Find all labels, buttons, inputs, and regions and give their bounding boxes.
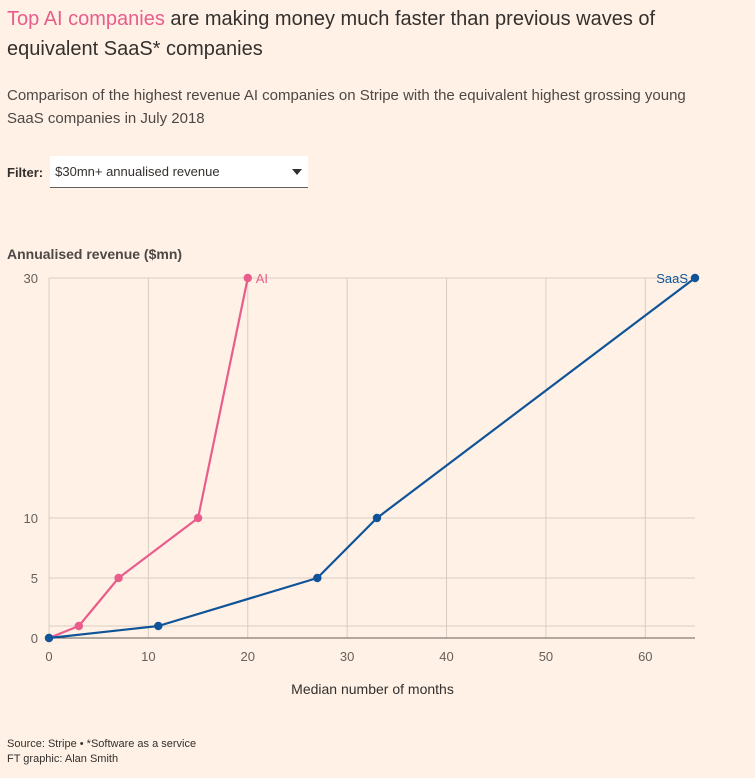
saas-data-point <box>44 633 54 643</box>
y-axis-title: Annualised revenue ($mn) <box>7 246 183 262</box>
headline-accent: Top AI companies <box>7 8 165 30</box>
ai-data-point <box>74 621 84 631</box>
ai-data-point <box>114 573 123 583</box>
chevron-down-icon[interactable] <box>292 168 303 175</box>
x-tick-label: 60 <box>638 649 652 664</box>
x-tick-label: 10 <box>141 649 155 664</box>
x-tick-label: 20 <box>241 649 255 664</box>
x-axis-title: Median number of months <box>291 681 454 697</box>
filter-selected-value: $30mn+ annualised revenue <box>55 164 220 179</box>
saas-data-point <box>154 621 163 631</box>
x-tick-label: 40 <box>439 649 453 664</box>
x-tick-label: 30 <box>340 649 354 664</box>
x-tick-label: 0 <box>45 649 52 664</box>
saas-data-point <box>690 273 700 283</box>
saas-series-line <box>47 276 697 640</box>
footer: Source: Stripe • *Software as a service … <box>7 737 196 767</box>
filter-dropdown[interactable]: $30mn+ annualised revenue <box>50 156 309 188</box>
ai-series-label: AI <box>256 271 268 286</box>
saas-data-point <box>313 573 322 583</box>
y-tick-label: 5 <box>31 571 38 586</box>
headline: Top AI companies are making money much f… <box>7 4 727 64</box>
graphic-credit: FT graphic: Alan Smith <box>7 753 119 765</box>
y-tick-label: 0 <box>31 631 38 646</box>
y-tick-label: 30 <box>24 271 38 286</box>
source-note: Source: Stripe • *Software as a service <box>7 738 197 750</box>
headline-rest: are making money much faster than previo… <box>7 8 656 60</box>
y-tick-label: 10 <box>24 511 38 526</box>
ai-data-point <box>193 513 203 523</box>
ai-data-point <box>243 273 252 283</box>
filter-control: Filter: $30mn+ annualised revenue <box>7 156 309 188</box>
saas-data-point <box>372 513 382 523</box>
saas-series-label: SaaS <box>656 271 688 286</box>
filter-label: Filter: <box>7 164 44 180</box>
x-tick-label: 50 <box>539 649 553 664</box>
subtitle: Comparison of the highest revenue AI com… <box>7 87 686 127</box>
